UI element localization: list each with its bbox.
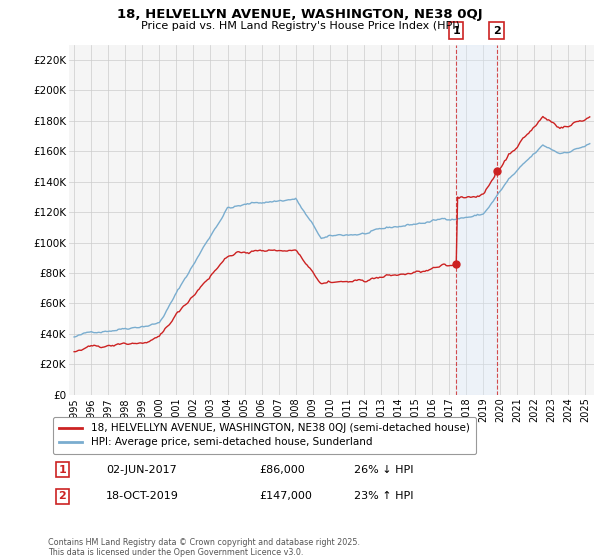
Text: 23% ↑ HPI: 23% ↑ HPI: [354, 491, 414, 501]
Text: 02-JUN-2017: 02-JUN-2017: [106, 465, 177, 475]
Text: 2: 2: [59, 491, 67, 501]
Bar: [456, 45, 497, 395]
Text: 2: 2: [493, 26, 500, 36]
Text: 18-OCT-2019: 18-OCT-2019: [106, 491, 179, 501]
Text: 1: 1: [59, 465, 67, 475]
Text: 18, HELVELLYN AVENUE, WASHINGTON, NE38 0QJ: 18, HELVELLYN AVENUE, WASHINGTON, NE38 0…: [117, 8, 483, 21]
Text: Price paid vs. HM Land Registry's House Price Index (HPI): Price paid vs. HM Land Registry's House …: [140, 21, 460, 31]
Legend: 18, HELVELLYN AVENUE, WASHINGTON, NE38 0QJ (semi-detached house), HPI: Average p: 18, HELVELLYN AVENUE, WASHINGTON, NE38 0…: [53, 417, 476, 454]
Text: Contains HM Land Registry data © Crown copyright and database right 2025.
This d: Contains HM Land Registry data © Crown c…: [48, 538, 360, 557]
Text: £86,000: £86,000: [259, 465, 305, 475]
Text: £147,000: £147,000: [259, 491, 312, 501]
Text: 26% ↓ HPI: 26% ↓ HPI: [354, 465, 414, 475]
Text: 1: 1: [452, 26, 460, 36]
